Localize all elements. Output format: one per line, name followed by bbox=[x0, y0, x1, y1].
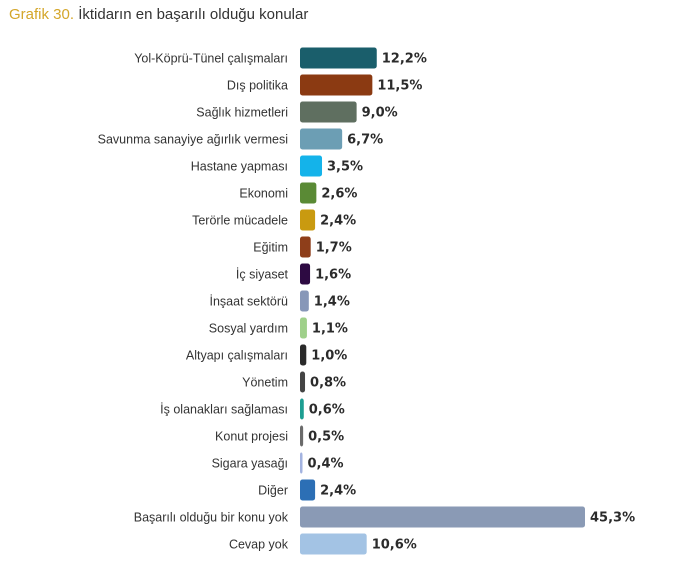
value-label: 1,0% bbox=[311, 349, 347, 364]
value-label: 10,6% bbox=[372, 538, 417, 553]
category-label: Altyapı çalışmaları bbox=[186, 349, 288, 363]
value-label: 0,6% bbox=[309, 403, 345, 418]
category-label: Ekonomi bbox=[239, 187, 288, 201]
bar bbox=[300, 209, 316, 231]
chart-title-number: Grafik 30. bbox=[9, 6, 75, 23]
category-label: Sağlık hizmetleri bbox=[196, 106, 288, 120]
bar bbox=[300, 317, 307, 339]
chart-title: Grafik 30. İktidarın en başarılı olduğu … bbox=[9, 6, 308, 23]
bar bbox=[300, 47, 377, 69]
category-label: İnşaat sektörü bbox=[209, 295, 288, 309]
value-label: 2,4% bbox=[320, 214, 356, 229]
value-label: 1,6% bbox=[315, 268, 351, 283]
category-label: Sigara yasağı bbox=[212, 457, 288, 471]
value-label: 3,5% bbox=[327, 160, 363, 175]
category-label: Eğitim bbox=[253, 241, 288, 255]
bar bbox=[300, 452, 303, 474]
category-label: Dış politika bbox=[227, 79, 288, 93]
value-label: 9,0% bbox=[362, 106, 398, 121]
bar bbox=[300, 74, 373, 96]
category-label: Cevap yok bbox=[229, 538, 289, 552]
category-label: Diğer bbox=[258, 484, 288, 498]
value-label: 1,7% bbox=[316, 241, 352, 256]
category-label: Başarılı olduğu bir konu yok bbox=[134, 511, 289, 525]
category-label: İş olanakları sağlaması bbox=[160, 403, 288, 417]
category-label: Sosyal yardım bbox=[209, 322, 288, 336]
bar bbox=[300, 182, 317, 204]
category-label: Savunma sanayiye ağırlık vermesi bbox=[98, 133, 288, 147]
bar bbox=[300, 101, 357, 123]
category-label: Hastane yapması bbox=[191, 160, 288, 174]
value-label: 0,4% bbox=[308, 457, 344, 472]
bar bbox=[300, 344, 307, 366]
value-label: 1,4% bbox=[314, 295, 350, 310]
category-label: Yönetim bbox=[242, 376, 288, 390]
bar bbox=[300, 290, 309, 312]
bar bbox=[300, 263, 311, 285]
value-label: 0,5% bbox=[308, 430, 344, 445]
bar bbox=[300, 128, 343, 150]
bar bbox=[300, 398, 304, 420]
value-label: 45,3% bbox=[590, 511, 635, 526]
bar bbox=[300, 479, 316, 501]
category-label: Konut projesi bbox=[215, 430, 288, 444]
category-label: Yol-Köprü-Tünel çalışmaları bbox=[134, 52, 288, 66]
value-label: 12,2% bbox=[382, 52, 427, 67]
bar bbox=[300, 425, 304, 447]
bar bbox=[300, 533, 367, 555]
value-label: 0,8% bbox=[310, 376, 346, 391]
bar bbox=[300, 236, 311, 258]
value-label: 6,7% bbox=[347, 133, 383, 148]
bar bbox=[300, 155, 323, 177]
value-label: 2,6% bbox=[321, 187, 357, 202]
bar bbox=[300, 506, 585, 528]
value-label: 2,4% bbox=[320, 484, 356, 499]
category-label: İç siyaset bbox=[236, 268, 289, 282]
value-label: 11,5% bbox=[377, 79, 422, 94]
chart-title-text: İktidarın en başarılı olduğu konular bbox=[78, 6, 309, 23]
bars-group: Yol-Köprü-Tünel çalışmaları 12,2% Dış poli… bbox=[98, 47, 635, 555]
category-label: Terörle mücadele bbox=[192, 214, 288, 228]
value-label: 1,1% bbox=[312, 322, 348, 337]
bar bbox=[300, 371, 306, 393]
